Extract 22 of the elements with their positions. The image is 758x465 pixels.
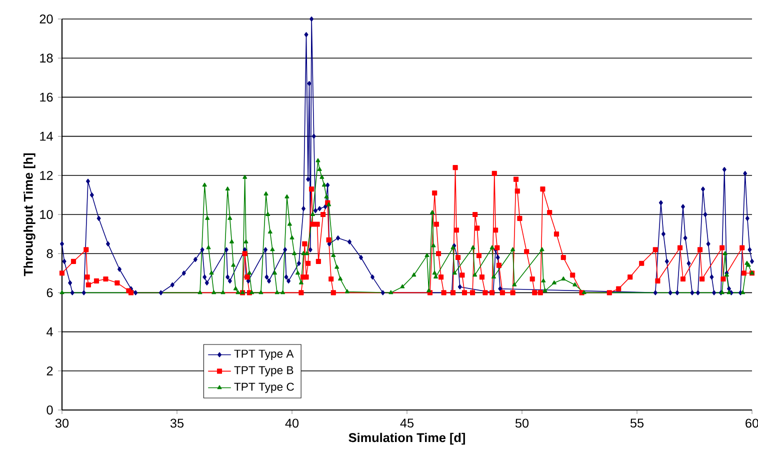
x-tick-label: 45	[400, 418, 414, 428]
y-tick-label: 14	[40, 132, 53, 141]
y-tick-label: 18	[40, 54, 53, 63]
y-tick-label: 0	[46, 406, 53, 414]
x-axis-title: Simulation Time [d]	[348, 432, 465, 445]
y-tick-label: 20	[40, 14, 53, 24]
y-tick-label: 12	[40, 170, 53, 180]
y-tick-label: 4	[46, 327, 53, 336]
x-tick-label: 35	[170, 418, 184, 428]
y-tick-label: 16	[40, 92, 53, 102]
y-tick-label: 2	[46, 366, 53, 376]
legend-label: TPT Type B	[234, 366, 294, 376]
y-tick-label: 8	[46, 249, 53, 258]
x-tick-label: 40	[285, 418, 299, 428]
y-tick-label: 6	[46, 288, 53, 298]
x-tick-label: 30	[55, 418, 69, 428]
x-tick-label: 50	[515, 418, 529, 428]
y-axis-title: Throughput Time [h]	[24, 153, 36, 276]
y-tick-label: 10	[40, 210, 53, 219]
x-tick-label: 55	[630, 418, 644, 428]
legend-label: TPT Type C	[234, 382, 294, 394]
legend-label: TPT Type A	[234, 350, 294, 360]
